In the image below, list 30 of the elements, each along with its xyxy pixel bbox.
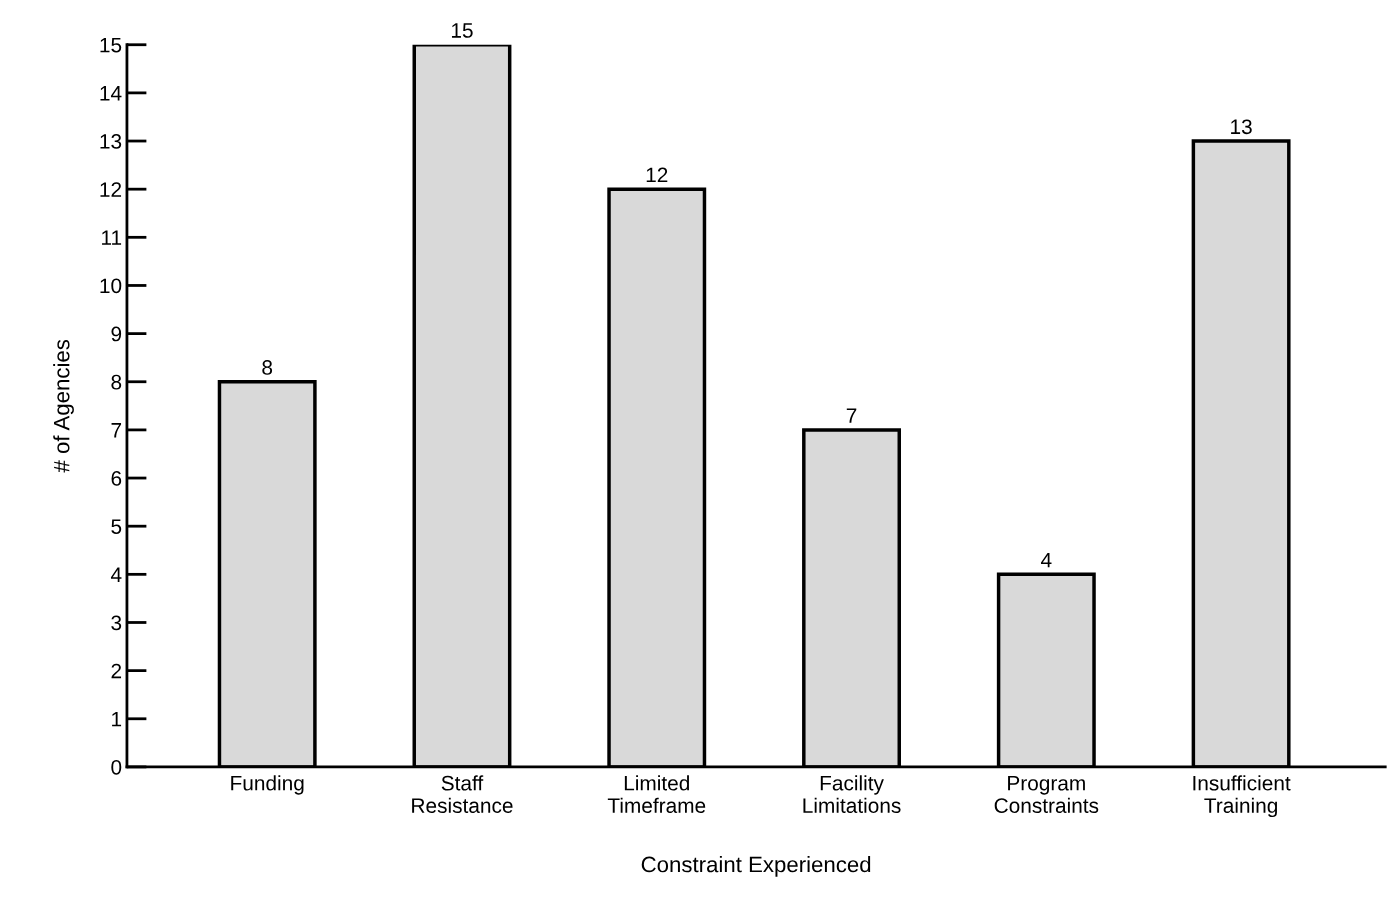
x-tick-label: Funding — [231, 775, 304, 795]
data-label: 7 — [846, 408, 857, 423]
y-tick-label: 4 — [110, 567, 122, 582]
y-tick-label: 7 — [111, 423, 122, 438]
x-tick-label: Limited Timeframe — [607, 775, 706, 813]
y-tick-label: 13 — [100, 134, 122, 149]
y-tick-label: 11 — [102, 230, 122, 245]
x-axis-title: Constraint Experienced — [641, 856, 871, 877]
y-tick-label: 15 — [100, 37, 122, 53]
y-tick-label: 6 — [111, 471, 122, 486]
y-tick-label: 9 — [111, 326, 122, 342]
y-tick-label: 3 — [111, 615, 122, 631]
y-tick-label: 5 — [111, 519, 122, 534]
y-tick-label: 1 — [112, 711, 122, 727]
y-tick-label: 10 — [100, 278, 122, 294]
data-label: 8 — [262, 360, 273, 375]
data-label: 15 — [451, 23, 473, 38]
y-tick-label: 12 — [100, 182, 122, 197]
data-label: 4 — [1041, 552, 1052, 568]
x-tick-label: Facility Limitations — [803, 775, 901, 813]
y-tick-label: 14 — [100, 86, 122, 101]
data-label: 12 — [646, 167, 668, 183]
x-tick-label: Program Constraints — [994, 776, 1099, 813]
y-tick-label: 2 — [111, 663, 122, 679]
y-tick-label: 0 — [111, 759, 122, 775]
y-tick-label: 8 — [111, 374, 122, 390]
x-tick-label: Staff Resistance — [412, 775, 513, 813]
x-tick-label: Insufficient Training — [1193, 775, 1291, 818]
y-axis-title: # of Agencies — [53, 339, 74, 473]
data-label: 13 — [1231, 119, 1252, 135]
